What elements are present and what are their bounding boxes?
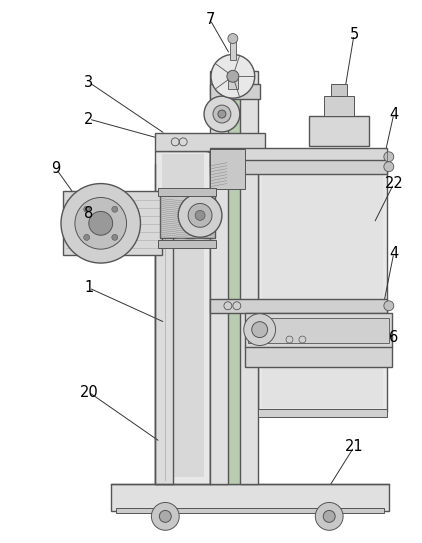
Bar bbox=[245, 313, 392, 348]
Bar bbox=[116, 508, 384, 513]
Circle shape bbox=[252, 321, 268, 338]
Bar bbox=[210, 159, 228, 188]
Text: 21: 21 bbox=[345, 439, 363, 454]
Bar bbox=[210, 160, 387, 174]
Bar bbox=[155, 133, 265, 151]
Bar bbox=[63, 191, 162, 255]
Circle shape bbox=[204, 96, 240, 132]
Bar bbox=[210, 71, 228, 484]
Text: 8: 8 bbox=[84, 206, 93, 221]
Bar bbox=[240, 71, 258, 484]
Bar bbox=[262, 160, 383, 408]
Text: 5: 5 bbox=[349, 27, 359, 42]
Bar bbox=[160, 193, 215, 238]
Bar bbox=[258, 409, 387, 417]
Bar bbox=[309, 116, 369, 146]
Circle shape bbox=[178, 193, 222, 237]
Circle shape bbox=[227, 71, 239, 82]
Circle shape bbox=[160, 510, 171, 522]
Bar bbox=[324, 96, 354, 116]
Circle shape bbox=[188, 204, 212, 228]
Bar bbox=[228, 74, 238, 89]
Text: 4: 4 bbox=[389, 106, 398, 122]
Circle shape bbox=[384, 162, 394, 172]
Bar bbox=[228, 71, 240, 484]
Bar bbox=[162, 154, 204, 477]
Bar bbox=[155, 235, 173, 484]
Circle shape bbox=[151, 502, 179, 531]
Circle shape bbox=[84, 235, 89, 241]
Text: 22: 22 bbox=[384, 176, 403, 191]
Circle shape bbox=[384, 301, 394, 311]
Circle shape bbox=[315, 502, 343, 531]
Bar bbox=[222, 60, 244, 72]
Text: 1: 1 bbox=[84, 280, 93, 295]
Bar bbox=[158, 240, 216, 248]
Bar bbox=[210, 148, 387, 166]
Text: 20: 20 bbox=[79, 384, 98, 400]
Circle shape bbox=[323, 510, 335, 522]
Circle shape bbox=[211, 54, 255, 98]
Circle shape bbox=[218, 110, 226, 118]
Bar bbox=[248, 318, 389, 343]
Circle shape bbox=[89, 211, 113, 235]
Circle shape bbox=[213, 105, 231, 123]
Text: 6: 6 bbox=[389, 330, 398, 345]
Text: 9: 9 bbox=[51, 161, 61, 176]
Bar bbox=[210, 149, 245, 188]
Bar bbox=[155, 151, 210, 484]
Text: 2: 2 bbox=[84, 111, 94, 127]
Circle shape bbox=[228, 34, 238, 43]
Bar bbox=[245, 345, 392, 368]
Bar bbox=[258, 149, 387, 159]
Circle shape bbox=[84, 206, 89, 212]
Bar bbox=[210, 84, 260, 99]
Circle shape bbox=[112, 206, 118, 212]
Circle shape bbox=[112, 235, 118, 241]
Circle shape bbox=[61, 184, 141, 263]
Bar bbox=[111, 484, 389, 512]
Circle shape bbox=[244, 314, 276, 345]
Circle shape bbox=[195, 210, 205, 220]
Bar bbox=[331, 84, 347, 96]
Text: 7: 7 bbox=[206, 12, 215, 27]
Text: 3: 3 bbox=[84, 75, 93, 90]
Bar bbox=[210, 299, 387, 313]
Bar bbox=[258, 156, 387, 412]
Circle shape bbox=[75, 198, 127, 249]
Bar bbox=[158, 187, 216, 195]
Bar bbox=[230, 41, 236, 60]
Text: 4: 4 bbox=[389, 245, 398, 261]
Circle shape bbox=[384, 152, 394, 162]
